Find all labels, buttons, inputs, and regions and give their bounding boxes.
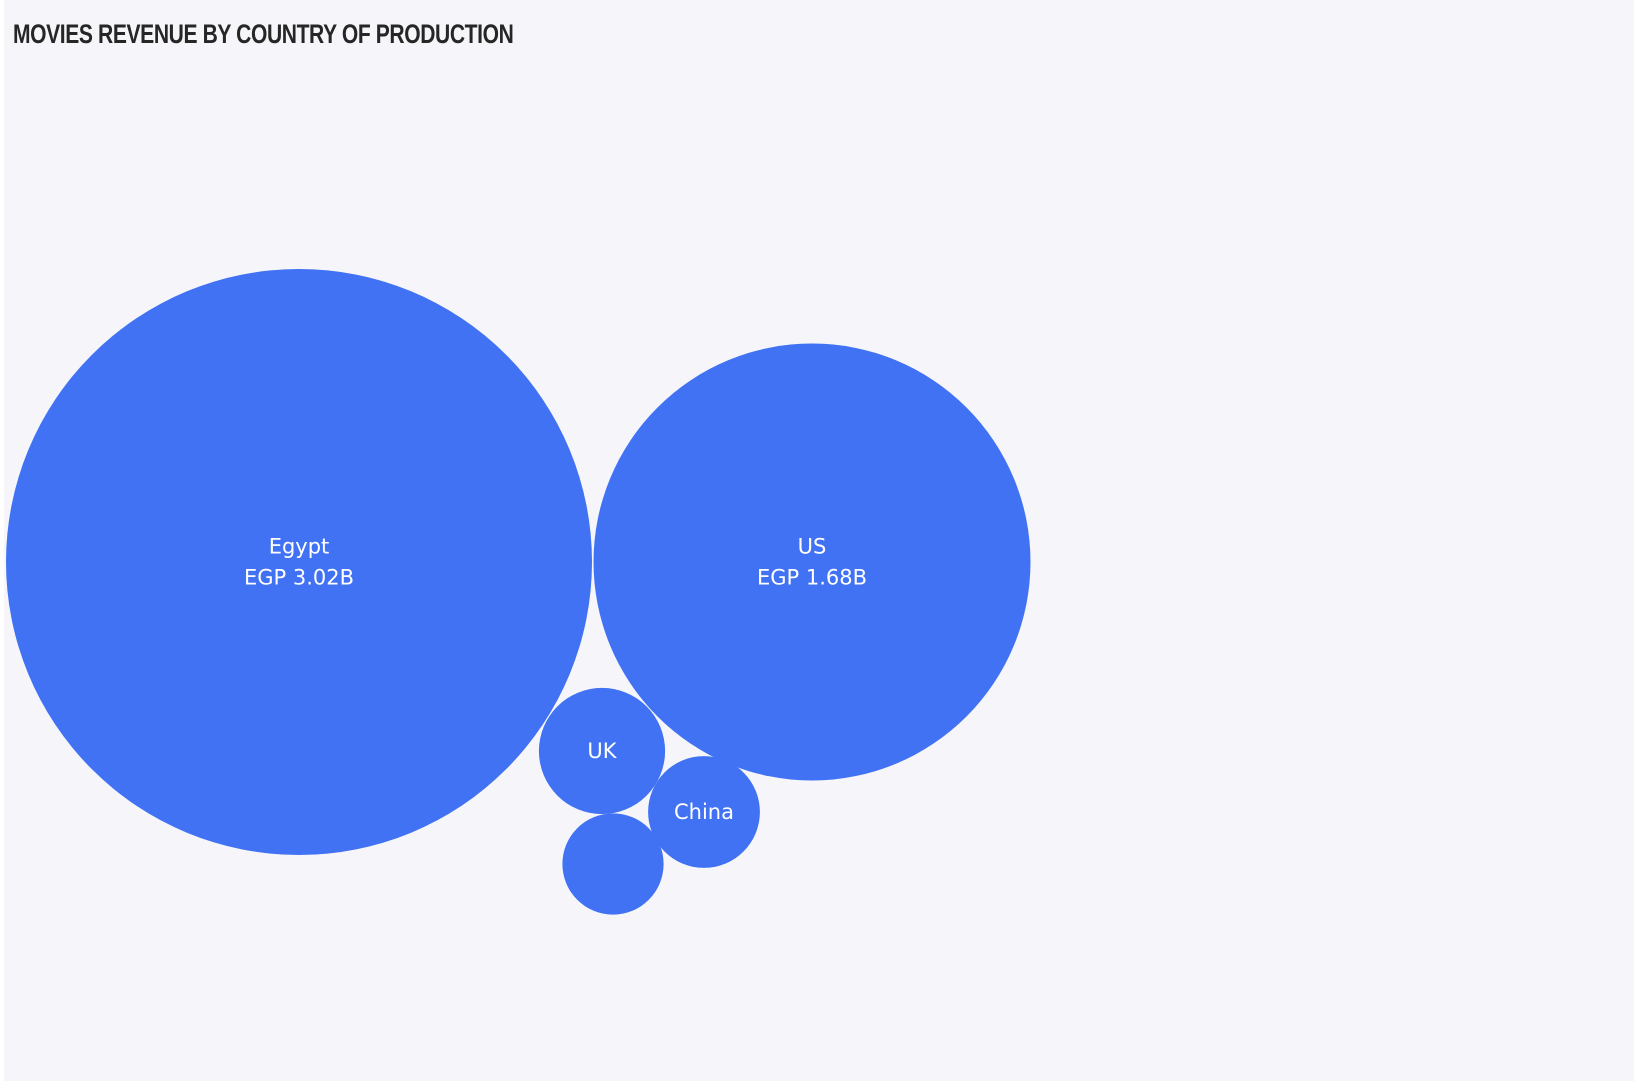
chart-title: MOVIES REVENUE BY COUNTRY OF PRODUCTION xyxy=(13,19,514,49)
bubble-unlabeled[interactable] xyxy=(562,813,664,915)
bubble-country-label: China xyxy=(674,800,734,824)
bubble-circle[interactable] xyxy=(6,269,592,855)
bubble-circle[interactable] xyxy=(593,343,1031,781)
bubble-country-label: UK xyxy=(587,739,617,763)
bubble-us[interactable]: US EGP 1.68B xyxy=(593,343,1031,781)
bubble-value-label: EGP 1.68B xyxy=(757,566,867,590)
bubble-value-label: EGP 3.02B xyxy=(244,566,354,590)
bubble-circle[interactable] xyxy=(648,756,760,868)
bubble-circle[interactable] xyxy=(538,687,666,815)
bubble-uk[interactable]: UK xyxy=(538,687,666,815)
bubble-circle[interactable] xyxy=(562,813,664,915)
bubble-china[interactable]: China xyxy=(648,756,760,868)
bubble-country-label: Egypt xyxy=(269,535,330,559)
bubble-country-label: US xyxy=(798,535,827,559)
bubble-egypt[interactable]: Egypt EGP 3.02B xyxy=(6,269,592,855)
